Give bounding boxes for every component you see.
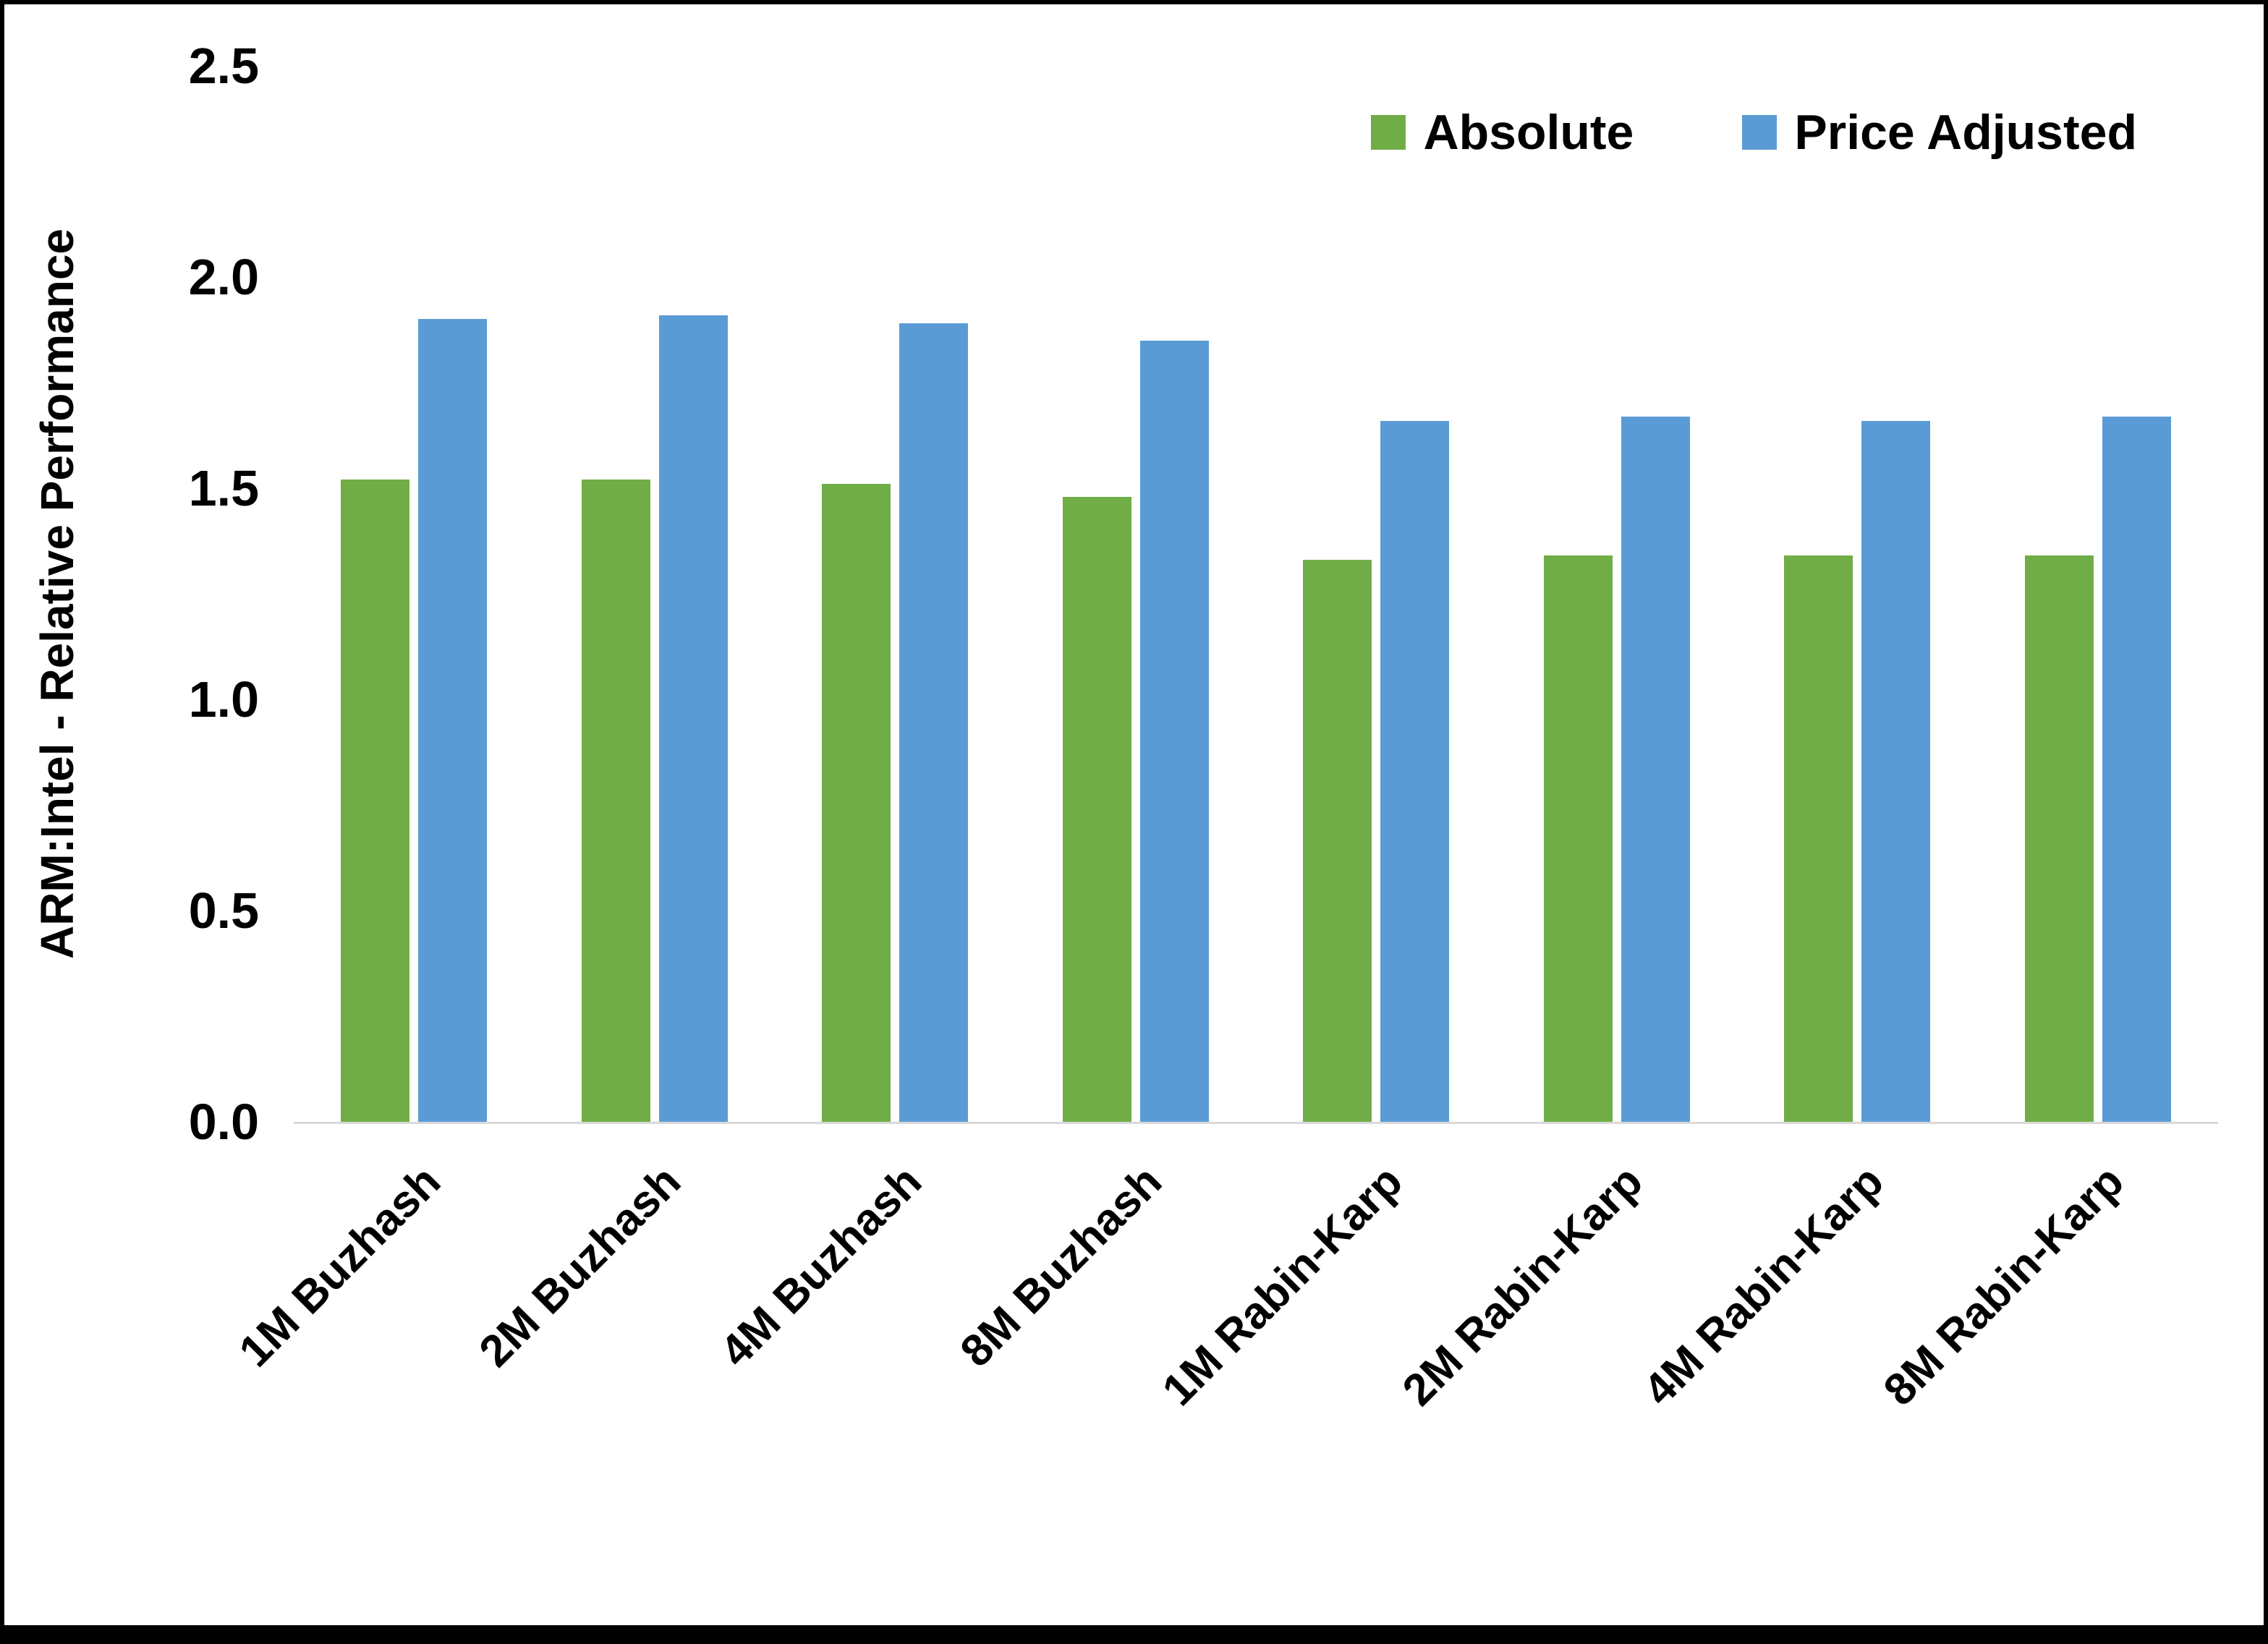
bar-absolute [1062,496,1131,1122]
x-tick-label: 1M Buzhash [229,1156,450,1377]
bar-price-adjusted [899,323,969,1122]
y-axis-title: ARM:Intel - Relative Performance [31,228,83,960]
legend-swatch [1371,115,1406,150]
plot-bars [294,66,2218,1122]
y-tick-label: 2.5 [188,38,259,94]
legend-swatch [1742,115,1778,150]
bar-price-adjusted [658,315,728,1122]
bar-absolute [1543,555,1613,1122]
bar-group [1256,66,1497,1122]
bar-group [294,66,535,1122]
bar-group [535,66,776,1122]
x-axis-labels: 1M Buzhash 2M Buzhash 4M Buzhash 8M Buzhash… [229,1127,2219,1561]
legend: Absolute Price Adjusted [1371,104,2137,161]
bar-group [775,66,1016,1122]
y-tick-label: 0.0 [188,1094,259,1150]
bar-group [1737,66,1978,1122]
bar-price-adjusted [1139,340,1209,1122]
bar-absolute [1784,555,1853,1122]
y-tick-label: 0.5 [188,882,259,939]
bar-price-adjusted [2102,416,2171,1122]
bar-absolute [341,480,410,1122]
bar-absolute [822,484,891,1122]
plot-area: 0.0 0.5 1.0 1.5 2.0 2.5 [189,41,2218,1147]
y-tick-label: 2.0 [188,249,259,305]
x-label-slot: 8M Rabin-Karp [1874,1127,2219,1561]
bar-absolute [581,480,650,1122]
bar-absolute [1303,560,1372,1122]
bar-price-adjusted [418,319,488,1122]
y-tick-label: 1.0 [188,671,259,728]
y-tick-label: 1.5 [188,460,259,516]
bar-price-adjusted [1380,420,1450,1122]
y-axis-title-wrap: ARM:Intel - Relative Performance [10,66,104,1122]
legend-item: Absolute [1371,104,1634,161]
bar-group [1497,66,1738,1122]
legend-item: Price Adjusted [1742,104,2137,161]
bar-group [1978,66,2219,1122]
legend-label: Price Adjusted [1794,105,2137,160]
bar-price-adjusted [1861,420,1931,1122]
bar-price-adjusted [1621,416,1690,1122]
legend-label: Absolute [1423,105,1634,160]
bar-absolute [2024,555,2094,1122]
bar-group [1016,66,1257,1122]
